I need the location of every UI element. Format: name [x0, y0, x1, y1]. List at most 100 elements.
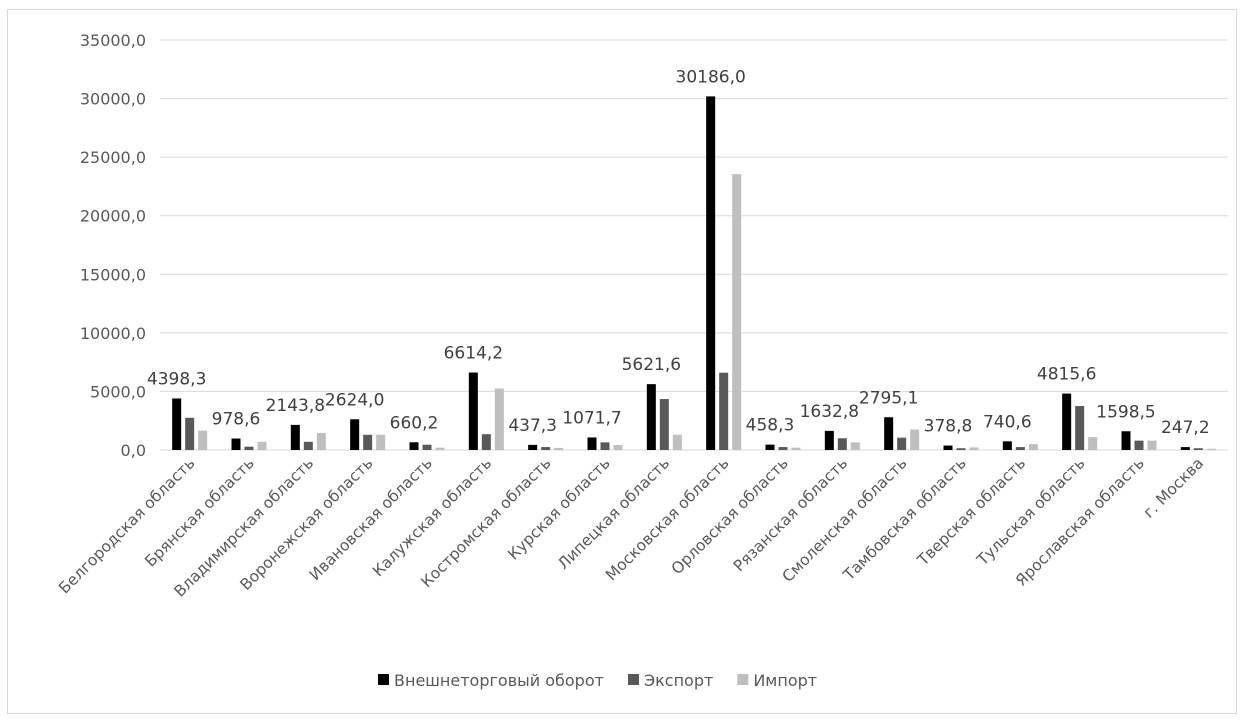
bar	[1193, 448, 1203, 450]
y-tick-label: 25000,0	[80, 148, 146, 167]
bar	[706, 96, 716, 450]
bar	[185, 417, 195, 450]
bar	[910, 429, 920, 450]
bar	[290, 424, 300, 450]
bar-chart: 0,0 5000,0 10000,0 15000,0 20000,0 25000,0 300…	[55, 31, 1228, 690]
data-label: 378,8	[924, 417, 973, 437]
data-label: 1632,8	[800, 402, 859, 422]
bar	[1002, 441, 1012, 450]
bar	[732, 174, 742, 450]
bar	[494, 388, 504, 450]
data-label: 6614,2	[444, 344, 503, 364]
y-tick-label: 30000,0	[80, 90, 146, 109]
category-label: Брянская область	[141, 454, 257, 570]
y-axis-tick-labels: 0,0 5000,0 10000,0 15000,0 20000,0 25000,0 300…	[80, 31, 146, 460]
data-label: 660,2	[390, 413, 439, 433]
bar	[850, 442, 860, 450]
bar	[244, 446, 254, 450]
bar	[198, 430, 208, 450]
bar	[587, 437, 597, 450]
category-label: Калужская область	[369, 454, 495, 580]
bar	[1015, 447, 1025, 450]
y-tick-label: 5000,0	[90, 382, 146, 401]
bar	[1134, 440, 1144, 450]
bar	[1206, 448, 1216, 450]
bar	[316, 433, 326, 450]
bar	[719, 372, 729, 450]
data-label: 740,6	[983, 412, 1032, 432]
legend-label: Внешнеторговый оборот	[394, 671, 604, 690]
bar	[350, 419, 360, 450]
legend-swatch	[737, 674, 749, 685]
category-label: Курская область	[504, 454, 613, 563]
bar	[1028, 444, 1038, 450]
bar	[1075, 406, 1085, 450]
data-label: 1071,7	[562, 408, 621, 428]
category-label: Рязанская область	[730, 454, 851, 575]
bars	[172, 96, 1216, 450]
bar	[363, 434, 373, 450]
legend-swatch	[627, 674, 639, 685]
bar	[541, 447, 551, 450]
data-label: 2795,1	[859, 388, 918, 408]
bar	[600, 442, 610, 450]
bar	[1062, 393, 1072, 450]
gridlines	[160, 39, 1228, 451]
data-label: 4815,6	[1037, 365, 1096, 385]
y-tick-label: 35000,0	[80, 31, 146, 50]
data-label: 4398,3	[147, 369, 206, 389]
bar	[528, 444, 538, 450]
bar	[943, 445, 953, 450]
bar	[409, 442, 419, 450]
legend: Внешнеторговый оборот Экспорт Импорт	[378, 671, 817, 690]
bar	[435, 447, 445, 450]
bar	[554, 447, 564, 450]
bar	[824, 430, 834, 450]
data-label: 1598,5	[1096, 402, 1155, 422]
bar	[1180, 447, 1190, 450]
data-label: 2143,8	[266, 396, 325, 416]
data-label: 978,6	[212, 410, 261, 430]
bar	[765, 444, 775, 450]
bar	[422, 444, 432, 450]
legend-label: Импорт	[753, 671, 817, 690]
bar	[468, 372, 478, 450]
legend-swatch	[378, 674, 389, 685]
bar	[257, 441, 267, 450]
category-label: Орловская область	[668, 454, 792, 578]
bar	[778, 447, 788, 450]
legend-label: Экспорт	[644, 671, 713, 690]
bar	[1121, 431, 1131, 450]
y-tick-label: 10000,0	[80, 324, 146, 343]
data-label: 437,3	[508, 416, 557, 436]
bar	[956, 448, 966, 450]
data-label: 5621,6	[622, 355, 681, 375]
bar	[672, 434, 682, 450]
category-label: Тульская область	[973, 454, 1089, 570]
bar	[969, 447, 979, 450]
bar	[1088, 437, 1098, 450]
bar	[376, 434, 386, 450]
category-label: г. Москва	[1140, 454, 1207, 521]
category-label: Липецкая область	[554, 454, 673, 573]
y-tick-label: 0,0	[121, 441, 146, 460]
bar	[1147, 440, 1157, 450]
chart-area: 0,0 5000,0 10000,0 15000,0 20000,0 25000,0 300…	[7, 9, 1237, 714]
bar	[791, 447, 801, 450]
data-label: 2624,0	[325, 390, 384, 410]
bar	[231, 438, 241, 450]
data-label: 30186,0	[676, 67, 746, 87]
bar	[646, 384, 656, 450]
bar	[481, 434, 491, 450]
y-tick-label: 20000,0	[80, 207, 146, 226]
bar	[172, 398, 182, 450]
data-label: 458,3	[746, 416, 795, 436]
bar	[303, 441, 313, 450]
y-tick-label: 15000,0	[80, 265, 146, 284]
data-label: 247,2	[1161, 418, 1210, 438]
bar	[884, 417, 894, 450]
bar	[897, 437, 907, 450]
bar	[659, 399, 669, 450]
